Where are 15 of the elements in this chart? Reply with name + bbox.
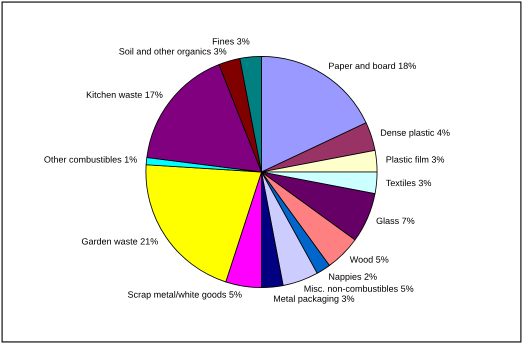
slice-label: Misc. non-combustibles 5% [304, 285, 414, 292]
slice-label: Soil and other organics 3% [119, 48, 226, 56]
slice-label: Textiles 3% [386, 180, 432, 186]
slice-label: Plastic film 3% [386, 156, 444, 163]
slice-label: Other combustibles 1% [44, 156, 137, 163]
slice-label: Scrap metal/white goods 5% [128, 291, 242, 300]
slice-label: Glass 7% [376, 217, 414, 224]
slice-label: Nappies 2% [329, 273, 377, 282]
slice-label: Metal packaging 3% [274, 295, 354, 304]
slice-label: Kitchen waste 17% [86, 91, 163, 98]
slice-label: Garden waste 21% [82, 238, 158, 245]
slice-label: Dense plastic 4% [380, 129, 450, 138]
slice-label: Wood 5% [350, 256, 388, 263]
slice-label: Paper and board 18% [329, 62, 416, 71]
slice-label: Fines 3% [212, 38, 250, 45]
